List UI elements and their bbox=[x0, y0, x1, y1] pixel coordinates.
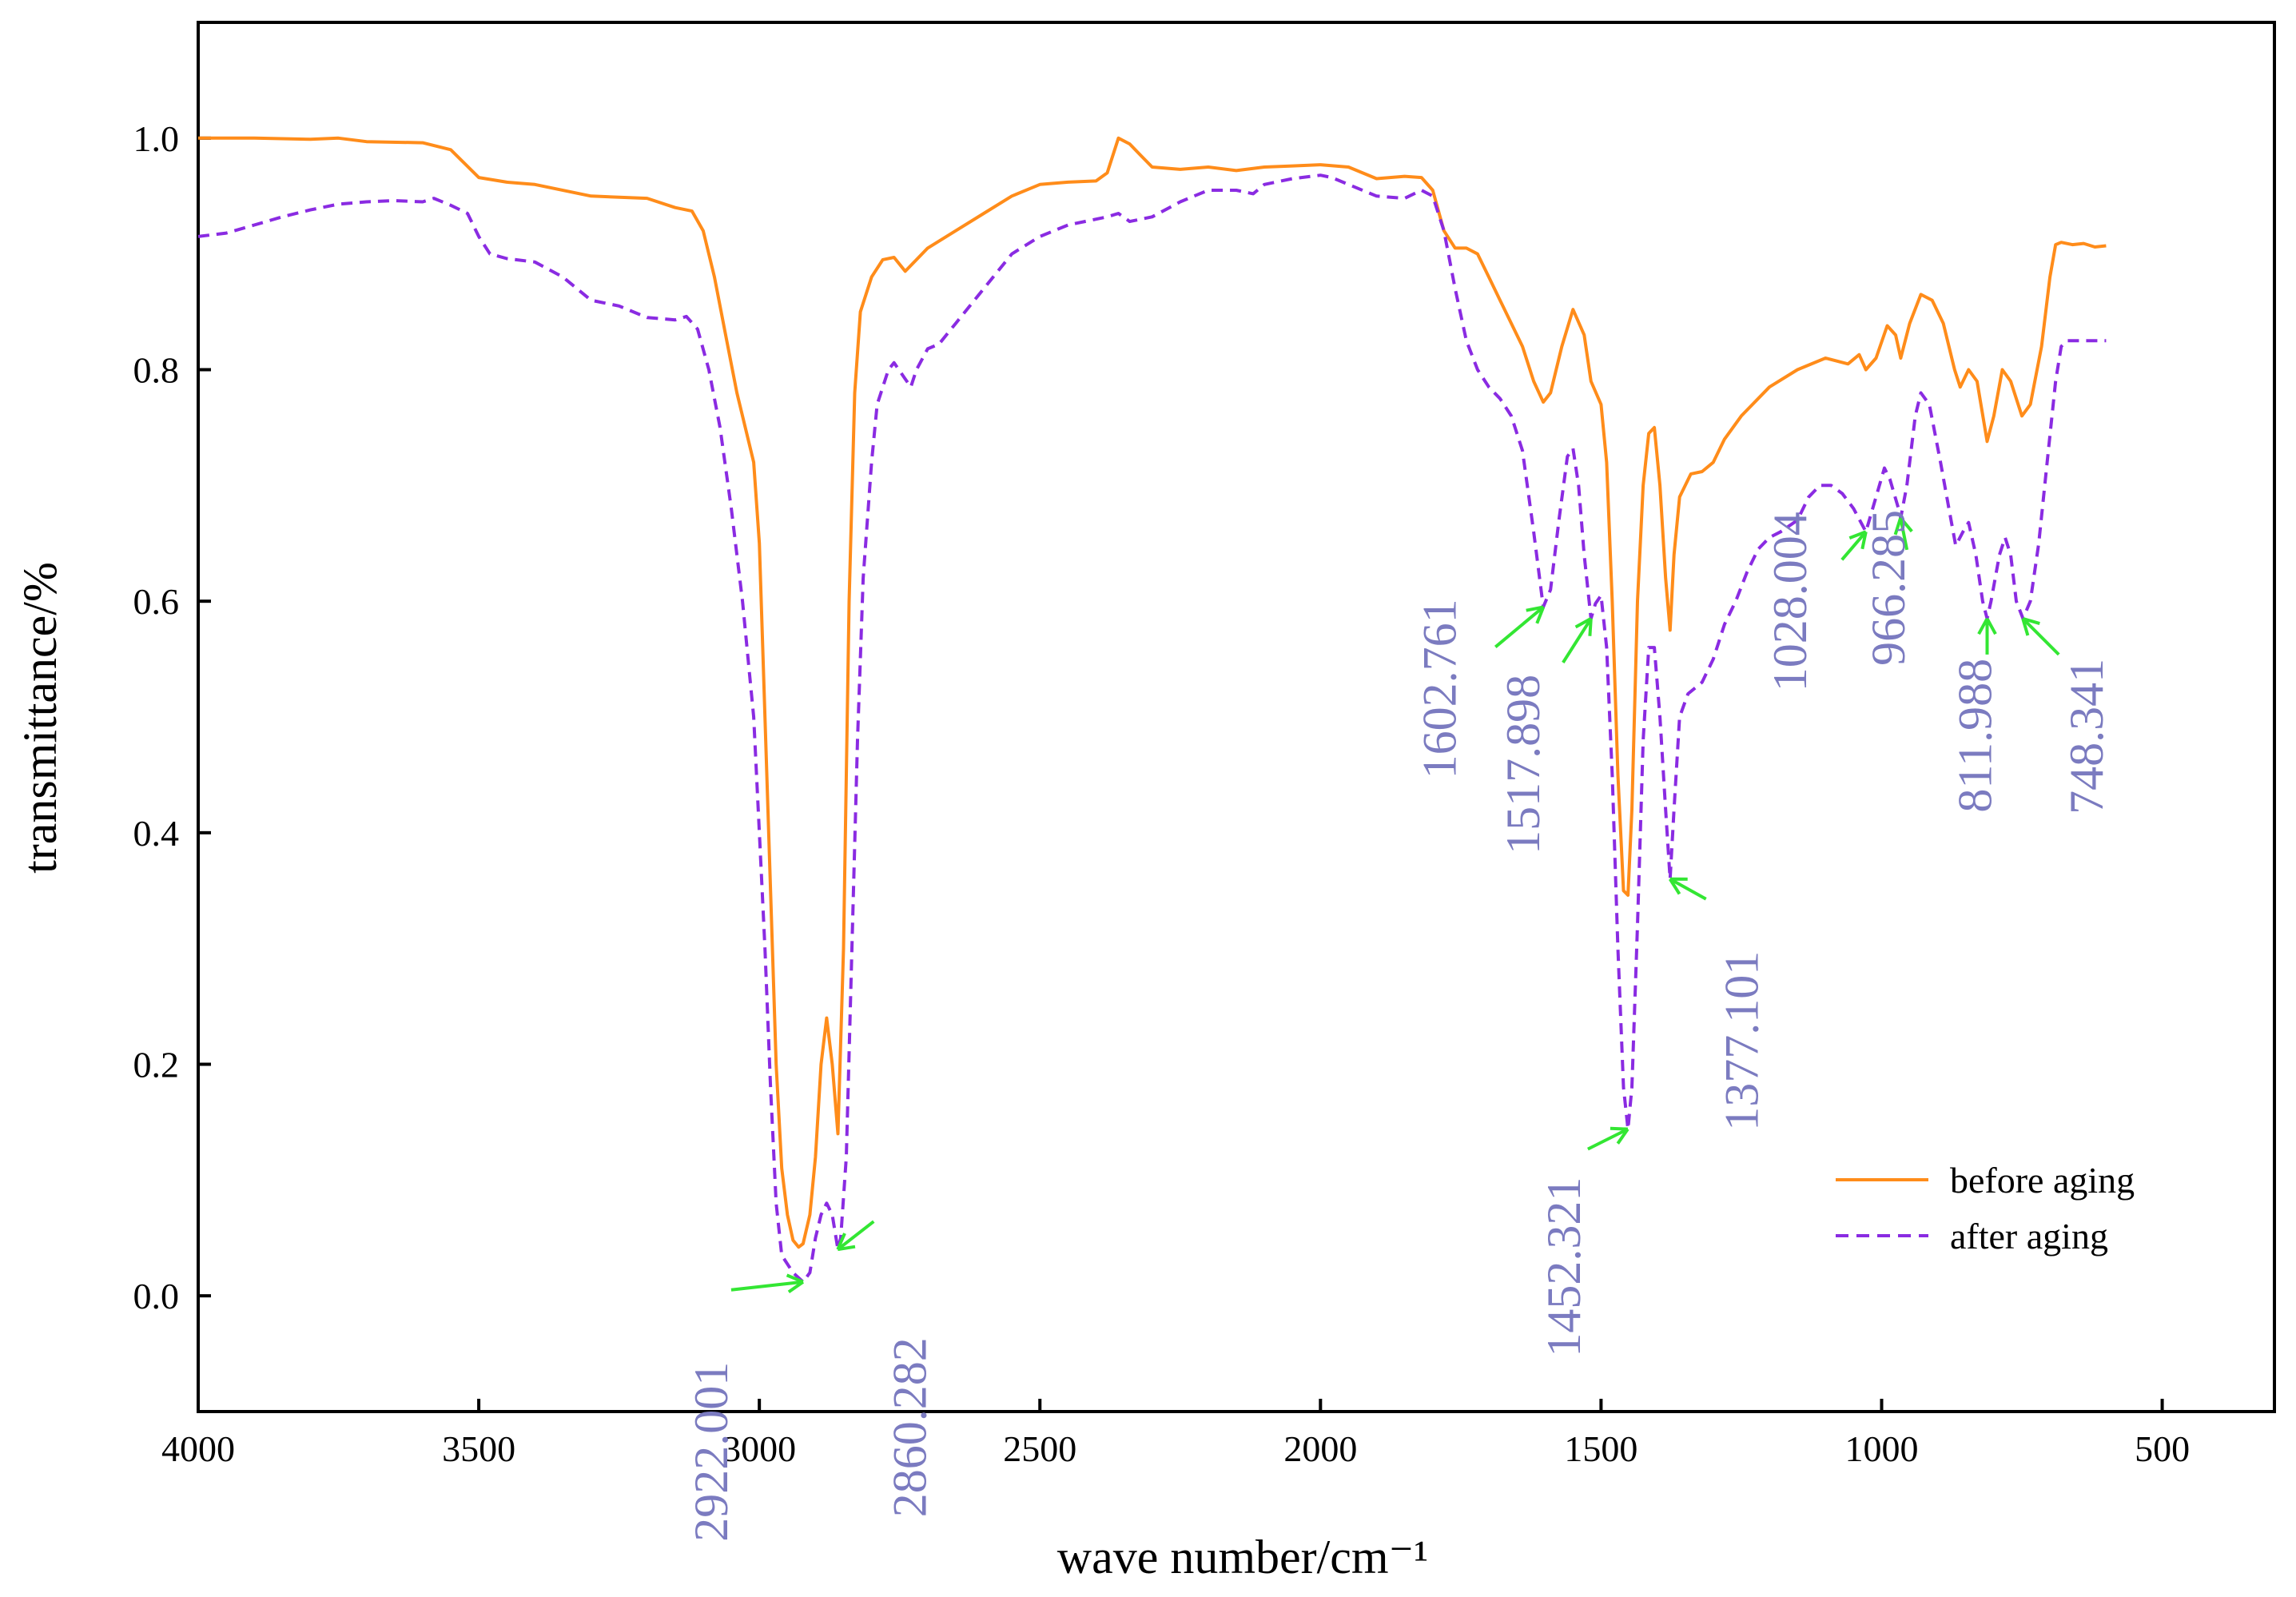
peak-arrow-shaft bbox=[1669, 878, 1707, 901]
peak-arrow-head bbox=[1893, 516, 1913, 536]
x-tick-label: 3500 bbox=[442, 1428, 515, 1469]
peak-label: 1452.321 bbox=[1538, 1177, 1590, 1357]
peak-arrow-shaft bbox=[1899, 517, 1909, 551]
x-tick-label: 1500 bbox=[1564, 1428, 1637, 1469]
peak-arrow-shaft bbox=[837, 1220, 875, 1251]
legend: before aging after aging bbox=[1836, 1160, 2135, 1256]
peak-label: 811.988 bbox=[1949, 659, 2002, 813]
x-tick-label: 500 bbox=[2135, 1428, 2190, 1469]
peak-arrow-head bbox=[1848, 530, 1868, 550]
y-tick-label: 0.0 bbox=[133, 1276, 180, 1316]
peak-arrow-head bbox=[836, 1233, 856, 1252]
y-tick-label: 0.2 bbox=[133, 1045, 180, 1085]
series-after-aging-line bbox=[197, 173, 2107, 1284]
x-tick-label: 1000 bbox=[1844, 1428, 1918, 1469]
y-tick-label: 1.0 bbox=[133, 118, 180, 159]
peak-label: 2922.001 bbox=[685, 1362, 738, 1542]
x-tick-label: 4000 bbox=[161, 1428, 235, 1469]
peak-arrow-head bbox=[1526, 605, 1546, 624]
peak-arrow-head bbox=[786, 1273, 805, 1294]
peak-label: 1517.898 bbox=[1497, 675, 1550, 854]
peak-label: 2860.282 bbox=[883, 1337, 936, 1517]
y-axis-title: transmittance/% bbox=[14, 562, 66, 874]
y-tick-label: 0.6 bbox=[133, 581, 180, 622]
series-lines bbox=[197, 136, 2107, 1284]
peak-label: 966.285 bbox=[1862, 510, 1915, 666]
peak-label: 748.341 bbox=[2060, 659, 2113, 814]
peak-arrow-shaft bbox=[730, 1280, 804, 1292]
peak-label: 1028.004 bbox=[1764, 512, 1817, 691]
y-tick-label: 0.4 bbox=[133, 813, 180, 854]
x-tick-label: 2000 bbox=[1283, 1428, 1357, 1469]
legend-label-after: after aging bbox=[1950, 1216, 2108, 1256]
peak-arrow-head bbox=[1610, 1126, 1629, 1145]
axis-ticks: 4000 3500 3000 2500 2000 1500 1000 500 0.0 0.2 0.4… bbox=[133, 118, 2191, 1469]
peak-arrow-shaft bbox=[1562, 617, 1593, 663]
x-axis-title: wave number/cm⁻¹ bbox=[1057, 1531, 1429, 1583]
x-tick-label: 2500 bbox=[1003, 1428, 1076, 1469]
peak-label: 1377.101 bbox=[1716, 951, 1769, 1131]
peak-arrow-shaft bbox=[1840, 530, 1868, 561]
peak-label: 1602.761 bbox=[1413, 599, 1466, 779]
peak-arrow-shaft bbox=[1586, 1127, 1629, 1151]
peak-labels: 2922.001 2860.282 1602.761 1517.898 1452.321… bbox=[685, 510, 2113, 1542]
series-before-aging-line bbox=[198, 136, 2107, 1249]
x-tick-label: 3000 bbox=[722, 1428, 796, 1469]
peak-arrow-head bbox=[1977, 617, 1997, 635]
peak-arrow-head bbox=[2021, 616, 2040, 636]
y-tick-label: 0.8 bbox=[133, 350, 180, 391]
peak-arrows bbox=[730, 516, 2060, 1294]
peak-arrow-head bbox=[1574, 617, 1593, 636]
legend-label-before: before aging bbox=[1950, 1160, 2135, 1201]
peak-arrow-shaft bbox=[1494, 605, 1545, 648]
peak-arrow-shaft bbox=[2021, 617, 2060, 656]
plot-frame bbox=[197, 21, 2276, 1413]
peak-arrow-head bbox=[1669, 877, 1688, 895]
